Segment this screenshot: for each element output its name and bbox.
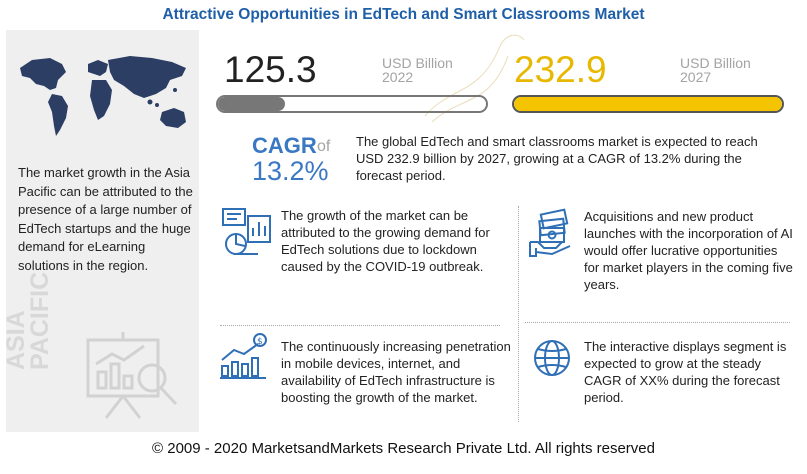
insight-acquisitions: Acquisitions and new product launches wi… xyxy=(584,209,793,292)
market-value-2027: 232.9 xyxy=(514,49,607,90)
year-label-2022: 2022 xyxy=(382,69,414,85)
region-label: ASIA PACIFIC xyxy=(2,271,54,370)
insight-interactive-displays: The interactive displays segment is expe… xyxy=(584,339,787,405)
sidebar-panel: The market growth in the Asia Pacific ca… xyxy=(2,30,199,432)
market-unit-2022: USD Billion 2022 xyxy=(382,56,453,84)
market-value-2022: 125.3 xyxy=(224,49,317,90)
market-summary: The global EdTech and smart classrooms m… xyxy=(356,134,758,183)
page-title: Attractive Opportunities in EdTech and S… xyxy=(162,6,645,23)
analytics-monitor-icon xyxy=(222,208,271,255)
world-map-icon xyxy=(20,56,186,136)
growth-chart-icon: $ xyxy=(220,333,267,379)
region-label-line1: ASIA xyxy=(2,310,30,370)
year-label-2027: 2027 xyxy=(680,69,712,85)
market-unit-2027: USD Billion 2027 xyxy=(680,56,751,84)
vertical-divider xyxy=(518,206,519,422)
progress-fill-2027 xyxy=(514,97,782,111)
horizontal-divider-left xyxy=(220,325,500,326)
insight-demand: The growth of the market can be attribut… xyxy=(281,208,490,274)
unit-label-2022: USD Billion xyxy=(382,55,453,71)
svg-text:$: $ xyxy=(257,337,263,347)
progress-bar-2022 xyxy=(216,95,488,113)
money-hand-icon xyxy=(529,208,571,257)
decorative-swirl xyxy=(424,34,525,123)
region-description: The market growth in the Asia Pacific ca… xyxy=(18,165,193,273)
globe-icon xyxy=(534,340,570,376)
insight-mobile-penetration: The continuously increasing penetration … xyxy=(281,339,511,405)
progress-bar-2027 xyxy=(512,95,784,113)
progress-fill-2022 xyxy=(218,97,285,111)
analytics-board-icon xyxy=(86,332,178,419)
cagr-of-label: of xyxy=(317,138,331,155)
copyright-footer: © 2009 - 2020 MarketsandMarkets Research… xyxy=(152,440,655,457)
cagr-label: CAGR xyxy=(252,133,317,158)
region-label-line2: PACIFIC xyxy=(26,271,54,370)
unit-label-2027: USD Billion xyxy=(680,55,751,71)
horizontal-divider-right xyxy=(525,322,790,323)
cagr-value: 13.2% xyxy=(252,156,329,186)
